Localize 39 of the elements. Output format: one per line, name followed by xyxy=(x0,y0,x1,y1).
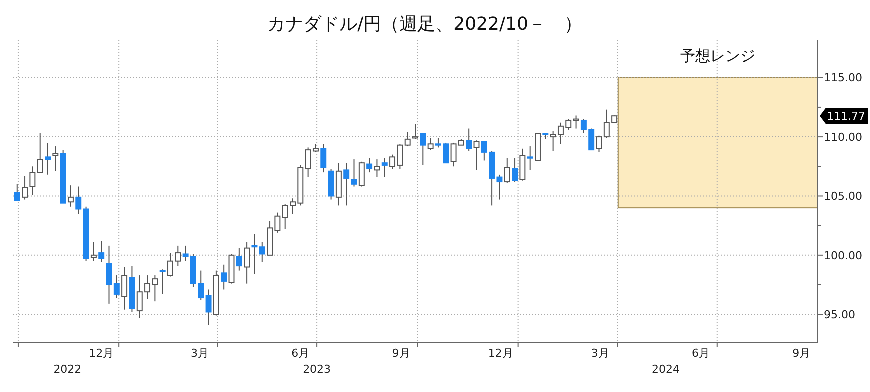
candlestick xyxy=(504,158,510,184)
x-tick-label: 9月 xyxy=(792,347,811,360)
candlestick xyxy=(52,146,59,172)
candlestick xyxy=(428,138,434,151)
text: 111.77 xyxy=(827,110,866,123)
x-tick-label: 12月 xyxy=(89,347,114,360)
candlestick xyxy=(573,115,580,130)
y-tick-label: 115.00 xyxy=(824,72,862,85)
candlestick xyxy=(106,245,112,304)
x-tick-label: 6月 xyxy=(692,347,710,360)
y-tick-label: 105.00 xyxy=(824,190,862,204)
candlestick xyxy=(520,148,526,182)
x-tick-label: 3月 xyxy=(591,347,610,360)
candlestick xyxy=(22,176,28,200)
y-tick-label: 100.00 xyxy=(824,249,862,262)
candlestick xyxy=(68,185,74,208)
x2-tick-label: 2024 xyxy=(652,363,680,376)
candlestick xyxy=(412,124,418,140)
x2-tick-label: 2023 xyxy=(303,363,332,376)
candlestick xyxy=(596,135,602,153)
chart-title: カナダドル/円（週足、2022/10－ ） xyxy=(268,14,582,35)
y-tick-label: 110.00 xyxy=(824,130,862,144)
candlestick xyxy=(358,161,365,188)
candlestick xyxy=(351,159,358,188)
x-tick-label: 9月 xyxy=(392,347,410,360)
candlestick xyxy=(122,266,128,310)
x2-tick-label: 2022 xyxy=(54,363,82,376)
candlestick xyxy=(252,234,258,275)
candlestick xyxy=(404,132,411,148)
candlestick xyxy=(37,133,44,174)
y-tick-label: 95.00 xyxy=(824,308,856,322)
x-tick-label: 12月 xyxy=(488,347,514,360)
band-label: 予想レンジ xyxy=(680,46,756,65)
candlestick xyxy=(90,242,97,262)
candlestick xyxy=(374,159,380,178)
candlestick xyxy=(30,166,36,196)
x-tick-label: 6月 xyxy=(292,347,310,360)
x-tick-label: 3月 xyxy=(191,347,210,360)
candlestick xyxy=(244,242,250,284)
